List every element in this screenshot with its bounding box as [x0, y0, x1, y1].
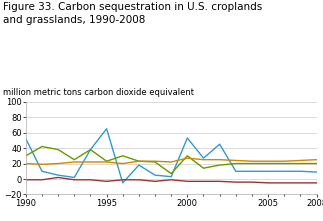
Grassland remaining grassland — [298, 170, 302, 173]
Land converted to grassland — [105, 161, 109, 163]
Land converted to grassland — [40, 163, 44, 166]
Land converted to cropland — [105, 180, 109, 183]
Land converted to cropland — [315, 182, 318, 184]
Line: Land converted to grassland: Land converted to grassland — [26, 158, 317, 164]
Land converted to cropland — [89, 179, 92, 181]
Grassland remaining grassland — [137, 164, 141, 166]
Grassland remaining grassland — [40, 170, 44, 173]
Land converted to grassland — [24, 162, 28, 165]
Grassland remaining grassland — [250, 170, 254, 173]
Cropland remaining cropland — [24, 154, 28, 157]
Grassland remaining grassland — [24, 137, 28, 140]
Land converted to grassland — [202, 158, 205, 161]
Land converted to grassland — [315, 158, 318, 161]
Cropland remaining cropland — [105, 160, 109, 163]
Land converted to grassland — [89, 161, 92, 163]
Land converted to cropland — [40, 179, 44, 181]
Land converted to grassland — [72, 161, 76, 163]
Land converted to grassland — [266, 160, 270, 163]
Land converted to grassland — [121, 162, 125, 165]
Land converted to grassland — [298, 159, 302, 162]
Cropland remaining cropland — [234, 162, 238, 165]
Land converted to cropland — [169, 179, 173, 181]
Line: Grassland remaining grassland: Grassland remaining grassland — [26, 129, 317, 183]
Grassland remaining grassland — [315, 171, 318, 173]
Text: million metric tons carbon dioxide equivalent: million metric tons carbon dioxide equiv… — [3, 88, 194, 97]
Land converted to grassland — [137, 160, 141, 163]
Cropland remaining cropland — [169, 172, 173, 175]
Cropland remaining cropland — [218, 164, 222, 166]
Land converted to cropland — [202, 180, 205, 183]
Cropland remaining cropland — [282, 162, 286, 165]
Grassland remaining grassland — [202, 157, 205, 160]
Land converted to cropland — [72, 179, 76, 181]
Grassland remaining grassland — [266, 170, 270, 173]
Cropland remaining cropland — [121, 154, 125, 157]
Grassland remaining grassland — [185, 137, 189, 139]
Line: Land converted to cropland: Land converted to cropland — [26, 177, 317, 183]
Cropland remaining cropland — [137, 160, 141, 163]
Land converted to cropland — [153, 180, 157, 183]
Cropland remaining cropland — [40, 145, 44, 148]
Cropland remaining cropland — [315, 162, 318, 165]
Land converted to cropland — [282, 182, 286, 184]
Cropland remaining cropland — [89, 148, 92, 151]
Land converted to grassland — [56, 162, 60, 165]
Cropland remaining cropland — [266, 162, 270, 165]
Land converted to cropland — [185, 180, 189, 183]
Grassland remaining grassland — [218, 143, 222, 145]
Grassland remaining grassland — [89, 148, 92, 151]
Grassland remaining grassland — [56, 174, 60, 176]
Cropland remaining cropland — [185, 154, 189, 157]
Cropland remaining cropland — [72, 158, 76, 161]
Cropland remaining cropland — [298, 162, 302, 165]
Grassland remaining grassland — [153, 174, 157, 176]
Grassland remaining grassland — [234, 170, 238, 173]
Cropland remaining cropland — [202, 167, 205, 170]
Land converted to cropland — [137, 179, 141, 181]
Line: Cropland remaining cropland: Cropland remaining cropland — [26, 147, 317, 174]
Grassland remaining grassland — [105, 127, 109, 130]
Grassland remaining grassland — [169, 175, 173, 178]
Land converted to cropland — [121, 179, 125, 181]
Cropland remaining cropland — [250, 162, 254, 165]
Land converted to cropland — [250, 181, 254, 183]
Cropland remaining cropland — [153, 161, 157, 163]
Land converted to cropland — [56, 176, 60, 179]
Grassland remaining grassland — [282, 170, 286, 173]
Land converted to grassland — [169, 161, 173, 163]
Land converted to grassland — [185, 157, 189, 160]
Land converted to cropland — [218, 180, 222, 183]
Cropland remaining cropland — [56, 148, 60, 151]
Grassland remaining grassland — [72, 176, 76, 179]
Land converted to cropland — [24, 179, 28, 181]
Land converted to grassland — [282, 160, 286, 163]
Grassland remaining grassland — [121, 182, 125, 184]
Land converted to grassland — [250, 160, 254, 163]
Land converted to cropland — [234, 181, 238, 183]
Land converted to grassland — [153, 160, 157, 163]
Text: Figure 33. Carbon sequestration in U.S. croplands
and grasslands, 1990-2008: Figure 33. Carbon sequestration in U.S. … — [3, 2, 263, 25]
Land converted to cropland — [298, 182, 302, 184]
Land converted to grassland — [234, 159, 238, 162]
Land converted to cropland — [266, 182, 270, 184]
Land converted to grassland — [218, 158, 222, 161]
